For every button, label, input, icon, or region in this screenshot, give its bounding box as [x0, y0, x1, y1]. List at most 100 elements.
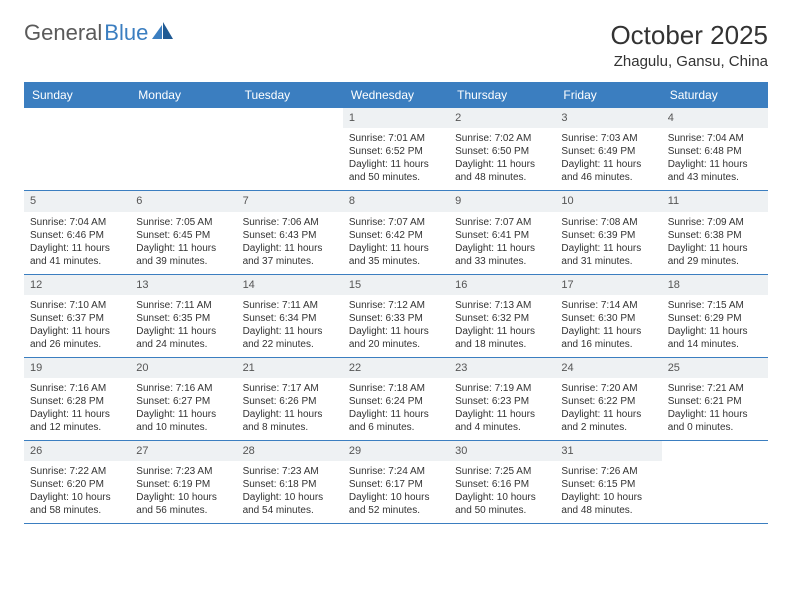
day-body: Sunrise: 7:21 AMSunset: 6:21 PMDaylight:… [662, 380, 768, 440]
daylight-text: Daylight: 11 hours and 48 minutes. [455, 158, 549, 184]
daylight-text: Daylight: 10 hours and 48 minutes. [561, 491, 655, 517]
sunrise-text: Sunrise: 7:11 AM [243, 299, 337, 312]
logo-text-1: General [24, 20, 102, 46]
sunrise-text: Sunrise: 7:16 AM [30, 382, 124, 395]
logo: GeneralBlue [24, 20, 174, 46]
sunrise-text: Sunrise: 7:26 AM [561, 465, 655, 478]
logo-text-2: Blue [104, 20, 148, 46]
sunset-text: Sunset: 6:27 PM [136, 395, 230, 408]
sunset-text: Sunset: 6:30 PM [561, 312, 655, 325]
day-number: 15 [343, 275, 449, 295]
week-row: 19Sunrise: 7:16 AMSunset: 6:28 PMDayligh… [24, 358, 768, 441]
day-cell: 5Sunrise: 7:04 AMSunset: 6:46 PMDaylight… [24, 191, 130, 273]
day-body: Sunrise: 7:05 AMSunset: 6:45 PMDaylight:… [130, 214, 236, 274]
day-number: 19 [24, 358, 130, 378]
sunrise-text: Sunrise: 7:07 AM [455, 216, 549, 229]
daylight-text: Daylight: 11 hours and 35 minutes. [349, 242, 443, 268]
daylight-text: Daylight: 11 hours and 6 minutes. [349, 408, 443, 434]
day-number: 26 [24, 441, 130, 461]
day-body: Sunrise: 7:12 AMSunset: 6:33 PMDaylight:… [343, 297, 449, 357]
week-row: 26Sunrise: 7:22 AMSunset: 6:20 PMDayligh… [24, 441, 768, 524]
day-body: Sunrise: 7:01 AMSunset: 6:52 PMDaylight:… [343, 130, 449, 190]
day-label: Friday [555, 82, 661, 108]
day-body: Sunrise: 7:24 AMSunset: 6:17 PMDaylight:… [343, 463, 449, 523]
day-number: 11 [662, 191, 768, 211]
day-body [130, 130, 236, 138]
daylight-text: Daylight: 10 hours and 58 minutes. [30, 491, 124, 517]
daylight-text: Daylight: 11 hours and 39 minutes. [136, 242, 230, 268]
sunrise-text: Sunrise: 7:04 AM [668, 132, 762, 145]
day-cell [237, 108, 343, 190]
week-row: 1Sunrise: 7:01 AMSunset: 6:52 PMDaylight… [24, 108, 768, 191]
day-number: 3 [555, 108, 661, 128]
logo-sail-icon [152, 20, 174, 46]
daylight-text: Daylight: 10 hours and 56 minutes. [136, 491, 230, 517]
day-number: 23 [449, 358, 555, 378]
day-number: 29 [343, 441, 449, 461]
day-number: 5 [24, 191, 130, 211]
day-cell: 28Sunrise: 7:23 AMSunset: 6:18 PMDayligh… [237, 441, 343, 523]
day-body: Sunrise: 7:16 AMSunset: 6:28 PMDaylight:… [24, 380, 130, 440]
day-body: Sunrise: 7:11 AMSunset: 6:35 PMDaylight:… [130, 297, 236, 357]
daylight-text: Daylight: 11 hours and 16 minutes. [561, 325, 655, 351]
day-body: Sunrise: 7:23 AMSunset: 6:19 PMDaylight:… [130, 463, 236, 523]
day-number: 18 [662, 275, 768, 295]
month-title: October 2025 [610, 20, 768, 51]
sunrise-text: Sunrise: 7:23 AM [243, 465, 337, 478]
day-cell: 14Sunrise: 7:11 AMSunset: 6:34 PMDayligh… [237, 275, 343, 357]
day-cell: 23Sunrise: 7:19 AMSunset: 6:23 PMDayligh… [449, 358, 555, 440]
week-row: 5Sunrise: 7:04 AMSunset: 6:46 PMDaylight… [24, 191, 768, 274]
sunrise-text: Sunrise: 7:25 AM [455, 465, 549, 478]
day-cell: 2Sunrise: 7:02 AMSunset: 6:50 PMDaylight… [449, 108, 555, 190]
day-number: 28 [237, 441, 343, 461]
location: Zhagulu, Gansu, China [610, 53, 768, 70]
daylight-text: Daylight: 11 hours and 29 minutes. [668, 242, 762, 268]
day-body: Sunrise: 7:14 AMSunset: 6:30 PMDaylight:… [555, 297, 661, 357]
sunset-text: Sunset: 6:42 PM [349, 229, 443, 242]
sunset-text: Sunset: 6:33 PM [349, 312, 443, 325]
daylight-text: Daylight: 11 hours and 10 minutes. [136, 408, 230, 434]
day-cell: 4Sunrise: 7:04 AMSunset: 6:48 PMDaylight… [662, 108, 768, 190]
sunset-text: Sunset: 6:48 PM [668, 145, 762, 158]
sunset-text: Sunset: 6:35 PM [136, 312, 230, 325]
sunset-text: Sunset: 6:26 PM [243, 395, 337, 408]
day-number: 16 [449, 275, 555, 295]
sunrise-text: Sunrise: 7:09 AM [668, 216, 762, 229]
sunset-text: Sunset: 6:52 PM [349, 145, 443, 158]
day-cell: 20Sunrise: 7:16 AMSunset: 6:27 PMDayligh… [130, 358, 236, 440]
sunrise-text: Sunrise: 7:20 AM [561, 382, 655, 395]
day-body [237, 130, 343, 138]
day-cell: 30Sunrise: 7:25 AMSunset: 6:16 PMDayligh… [449, 441, 555, 523]
day-cell: 10Sunrise: 7:08 AMSunset: 6:39 PMDayligh… [555, 191, 661, 273]
day-number: 9 [449, 191, 555, 211]
title-block: October 2025 Zhagulu, Gansu, China [610, 20, 768, 70]
sunrise-text: Sunrise: 7:10 AM [30, 299, 124, 312]
daylight-text: Daylight: 11 hours and 22 minutes. [243, 325, 337, 351]
sunset-text: Sunset: 6:39 PM [561, 229, 655, 242]
day-body: Sunrise: 7:18 AMSunset: 6:24 PMDaylight:… [343, 380, 449, 440]
day-body: Sunrise: 7:09 AMSunset: 6:38 PMDaylight:… [662, 214, 768, 274]
day-body: Sunrise: 7:20 AMSunset: 6:22 PMDaylight:… [555, 380, 661, 440]
sunrise-text: Sunrise: 7:08 AM [561, 216, 655, 229]
daylight-text: Daylight: 11 hours and 46 minutes. [561, 158, 655, 184]
daylight-text: Daylight: 10 hours and 54 minutes. [243, 491, 337, 517]
day-number: 31 [555, 441, 661, 461]
day-number: 13 [130, 275, 236, 295]
day-label: Tuesday [237, 82, 343, 108]
daylight-text: Daylight: 11 hours and 50 minutes. [349, 158, 443, 184]
sunrise-text: Sunrise: 7:16 AM [136, 382, 230, 395]
day-cell: 7Sunrise: 7:06 AMSunset: 6:43 PMDaylight… [237, 191, 343, 273]
day-header-row: Sunday Monday Tuesday Wednesday Thursday… [24, 82, 768, 108]
day-cell [662, 441, 768, 523]
day-body: Sunrise: 7:23 AMSunset: 6:18 PMDaylight:… [237, 463, 343, 523]
sunset-text: Sunset: 6:28 PM [30, 395, 124, 408]
sunset-text: Sunset: 6:21 PM [668, 395, 762, 408]
day-body: Sunrise: 7:04 AMSunset: 6:48 PMDaylight:… [662, 130, 768, 190]
daylight-text: Daylight: 11 hours and 26 minutes. [30, 325, 124, 351]
daylight-text: Daylight: 11 hours and 37 minutes. [243, 242, 337, 268]
day-body: Sunrise: 7:16 AMSunset: 6:27 PMDaylight:… [130, 380, 236, 440]
day-cell: 17Sunrise: 7:14 AMSunset: 6:30 PMDayligh… [555, 275, 661, 357]
day-body: Sunrise: 7:07 AMSunset: 6:42 PMDaylight:… [343, 214, 449, 274]
sunrise-text: Sunrise: 7:02 AM [455, 132, 549, 145]
sunset-text: Sunset: 6:34 PM [243, 312, 337, 325]
